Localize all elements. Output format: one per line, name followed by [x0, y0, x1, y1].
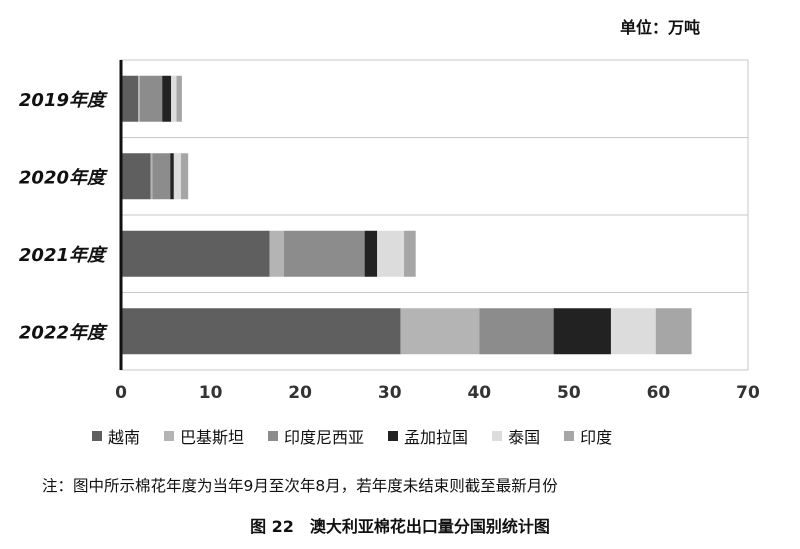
bar-segment — [173, 153, 182, 200]
bar-segment — [181, 153, 189, 200]
x-tick-label: 70 — [736, 383, 760, 403]
bar-segment — [152, 153, 171, 200]
x-tick-label: 0 — [115, 383, 127, 403]
bar-segment — [404, 230, 416, 277]
x-tick-label: 30 — [378, 383, 402, 403]
unit-label: 单位：万吨 — [620, 18, 701, 37]
chart-note: 注：图中所示棉花年度为当年9月至次年8月，若年度未结束则截至最新月份 — [42, 477, 558, 495]
bar-segment — [162, 75, 172, 122]
legend-label: 孟加拉国 — [404, 428, 469, 447]
bar-segment — [139, 75, 163, 122]
bar-segment — [171, 75, 177, 122]
legend-item: 印度尼西亚 — [268, 424, 364, 448]
legend-swatch — [564, 431, 575, 441]
legend-label: 巴基斯坦 — [180, 428, 245, 447]
legend-swatch — [92, 431, 102, 441]
legend-item: 印度 — [564, 424, 612, 448]
bar-segment — [121, 230, 270, 277]
bar-segment — [170, 153, 174, 200]
legend-item: 泰国 — [492, 424, 540, 448]
bar-segment — [610, 308, 656, 355]
x-tick-label: 10 — [199, 383, 223, 403]
legend-label: 泰国 — [508, 428, 541, 447]
category-label: 2022年度 — [19, 322, 108, 343]
bar-segment — [400, 308, 480, 355]
bar-segment — [479, 308, 554, 355]
legend-swatch — [164, 431, 175, 441]
bar-segment — [150, 153, 153, 200]
x-tick-label: 50 — [557, 383, 581, 403]
bar-segment — [269, 230, 285, 277]
stacked-bar-chart: 2019年度 2020年度 2021年度 2022年度 0 10 20 30 40 50 60 70 — [19, 59, 760, 403]
legend-item: 巴基斯坦 — [164, 424, 244, 448]
bar-segment — [121, 308, 401, 355]
legend-label: 印度尼西亚 — [284, 428, 365, 447]
category-label: 2020年度 — [19, 167, 108, 188]
x-tick-label: 40 — [467, 383, 491, 403]
x-tick-label: 60 — [647, 383, 671, 403]
legend-label: 印度 — [580, 428, 613, 447]
legend-label: 越南 — [108, 428, 141, 447]
category-label: 2019年度 — [19, 90, 108, 111]
bar-segment — [377, 230, 405, 277]
legend-swatch — [388, 431, 399, 441]
legend-item: 孟加拉国 — [388, 424, 468, 448]
bar-segment — [176, 75, 182, 122]
bar-segment — [121, 75, 139, 122]
bar-segment — [138, 75, 140, 122]
chart-legend: 越南 巴基斯坦 印度尼西亚 孟加拉国 泰国 印度 — [92, 424, 636, 448]
bar-segment — [553, 308, 611, 355]
bar-segment — [364, 230, 378, 277]
legend-swatch — [268, 431, 279, 441]
figure-caption: 图 22 澳大利亚棉花出口量分国别统计图 — [250, 517, 550, 536]
x-tick-label: 20 — [288, 383, 312, 403]
legend-item: 越南 — [92, 424, 140, 448]
legend-swatch — [492, 431, 503, 441]
bar-segment — [655, 308, 692, 355]
category-label: 2021年度 — [19, 245, 108, 266]
bar-segment — [121, 153, 151, 200]
bar-segment — [284, 230, 365, 277]
